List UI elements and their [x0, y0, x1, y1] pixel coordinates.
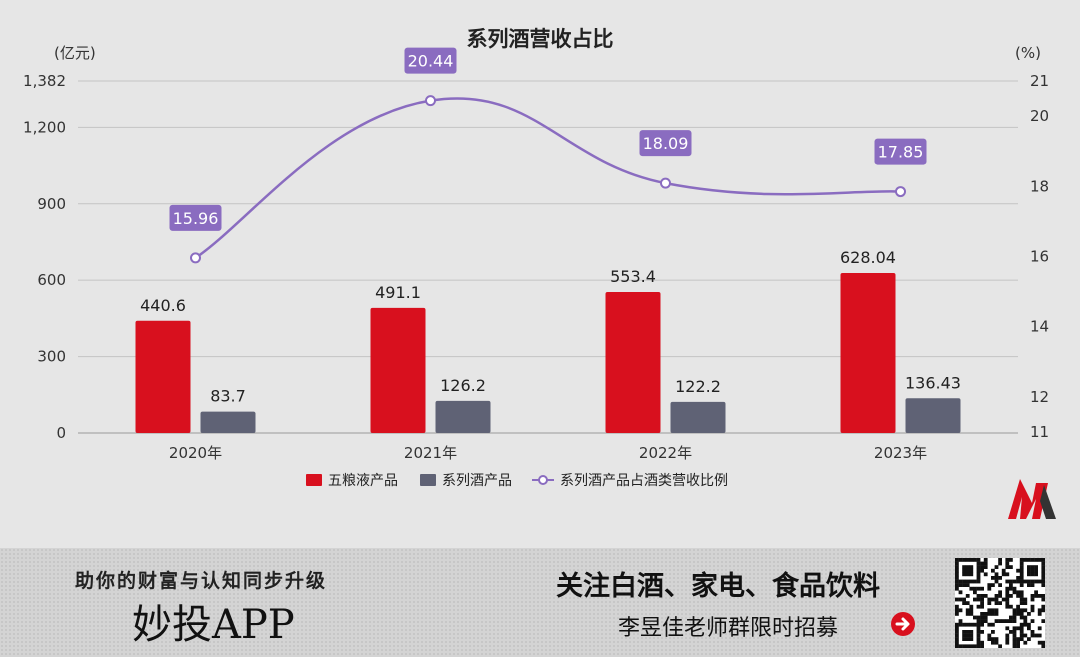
bar-data-label: 83.7 — [210, 387, 246, 406]
ratio-point — [660, 177, 671, 189]
legend-label: 五粮液产品 — [328, 473, 398, 489]
right-tick-label: 12 — [1030, 388, 1049, 406]
chart-area: 系列酒营收占比 (亿元) (%) 0 300 600 900 1,200 1,382 11 12 14… — [23, 27, 1050, 489]
ratio-data-label: 17.85 — [878, 143, 924, 162]
ratio-data-label: 15.96 — [173, 209, 219, 228]
ratio-label-box — [169, 204, 222, 231]
category-label: 2023年 — [874, 444, 927, 462]
left-axis-unit: (亿元) — [54, 44, 96, 62]
bar-wuliangye — [370, 307, 426, 433]
category-label: 2021年 — [404, 444, 457, 462]
right-tick-label: 14 — [1030, 318, 1049, 336]
banner-tagline: 助你的财富与认知同步升级 — [75, 570, 328, 592]
ratio-data-label: 20.44 — [408, 52, 454, 71]
bar-data-label: 136.43 — [905, 373, 961, 392]
bar-data-label: 491.1 — [375, 283, 421, 302]
bar-wuliangye — [605, 292, 661, 433]
ratio-label-box — [404, 47, 457, 74]
ratio-line — [194, 97, 901, 259]
category-label: 2022年 — [639, 444, 692, 462]
bar-data-label: 122.2 — [675, 377, 721, 396]
right-tick-label: 21 — [1030, 72, 1049, 90]
right-axis-unit: (%) — [1015, 44, 1041, 62]
bar-data-label: 126.2 — [440, 376, 486, 395]
bar-series-liquor — [435, 400, 491, 433]
right-tick-label: 16 — [1030, 248, 1049, 266]
ratio-point — [895, 186, 906, 198]
right-tick-label: 11 — [1030, 423, 1049, 441]
ratio-point — [190, 252, 201, 264]
banner-subline[interactable]: 李昱佳老师群限时招募 — [618, 616, 839, 641]
legend-label: 系列酒产品 — [442, 473, 512, 489]
brand-logo-icon — [1008, 479, 1056, 519]
legend-label: 系列酒产品占酒类营收比例 — [560, 473, 728, 489]
chart-svg: 系列酒营收占比 (亿元) (%) 0 300 600 900 1,200 1,382 11 12 14… — [23, 27, 1049, 489]
left-tick-label: 1,382 — [23, 72, 66, 90]
left-tick-label: 900 — [37, 195, 66, 213]
ratio-label-box — [874, 138, 927, 165]
banner-headline: 关注白酒、家电、食品饮料 — [556, 571, 880, 602]
bar-data-label: 553.4 — [610, 267, 656, 286]
qr-code-icon[interactable] — [955, 558, 1046, 649]
legend-swatch — [306, 474, 322, 486]
banner-app-name: 妙投APP — [132, 602, 295, 648]
right-tick-label: 20 — [1030, 107, 1049, 125]
bar-wuliangye — [135, 320, 191, 433]
bar-series-liquor — [905, 398, 961, 433]
left-tick-label: 300 — [37, 348, 66, 366]
ratio-data-label: 18.09 — [643, 134, 689, 153]
ratio-point — [425, 95, 436, 107]
bar-wuliangye — [840, 273, 896, 433]
bar-series-liquor — [200, 411, 256, 433]
category-label: 2020年 — [169, 444, 222, 462]
chart-title: 系列酒营收占比 — [467, 27, 614, 51]
bar-data-label: 628.04 — [840, 248, 896, 267]
arrow-right-icon[interactable] — [891, 612, 915, 636]
bar-series-liquor — [670, 401, 726, 433]
right-tick-label: 18 — [1030, 177, 1049, 195]
legend-swatch — [420, 474, 436, 486]
bar-data-label: 440.6 — [140, 296, 186, 315]
left-tick-label: 1,200 — [23, 118, 66, 136]
left-tick-label: 0 — [56, 424, 66, 442]
ratio-label-box — [639, 130, 692, 157]
promo-banner[interactable]: 助你的财富与认知同步升级 妙投APP 关注白酒、家电、食品饮料 李昱佳老师群限时… — [0, 548, 1080, 657]
left-tick-label: 600 — [37, 271, 66, 289]
legend-marker — [538, 475, 548, 485]
